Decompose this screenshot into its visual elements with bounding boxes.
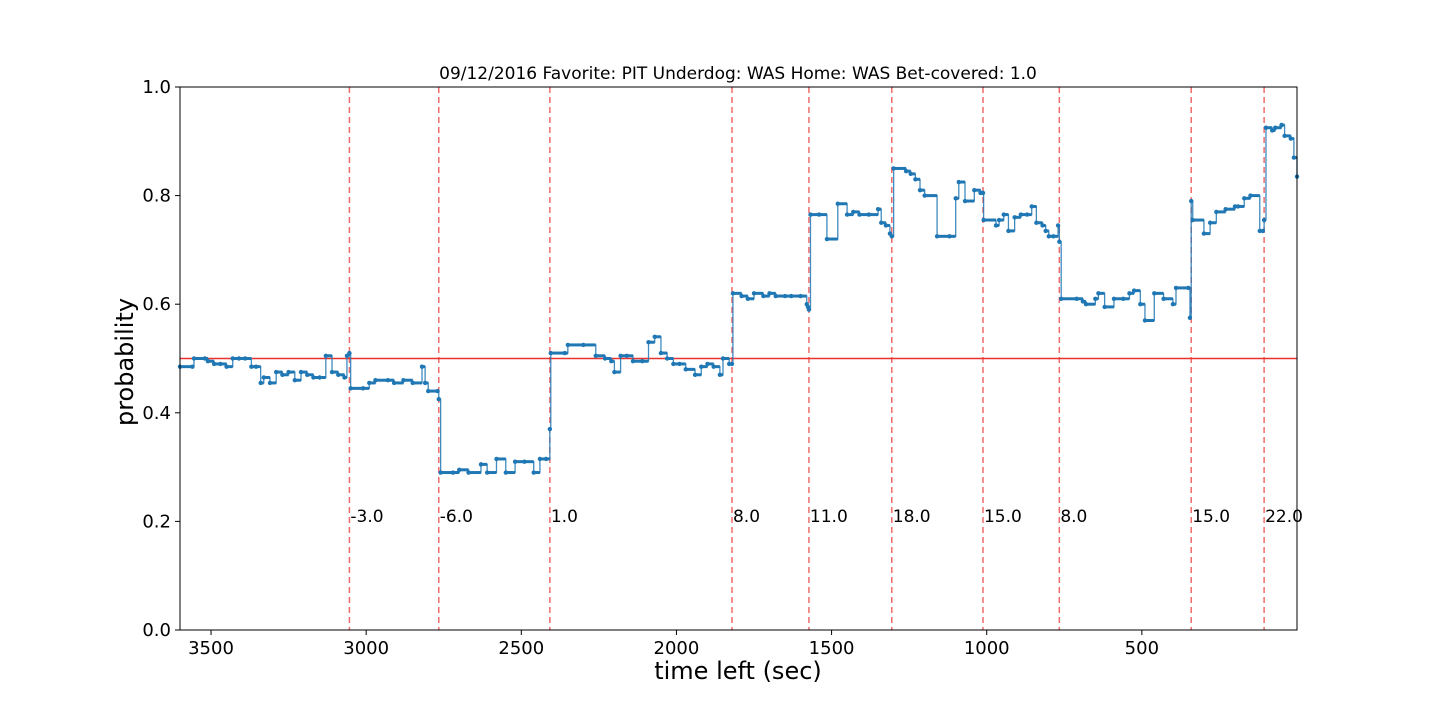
x-tick-label: 3500	[188, 638, 234, 659]
score-label: 11.0	[810, 507, 848, 527]
score-label: 8.0	[733, 507, 760, 527]
score-label: 18.0	[893, 507, 931, 527]
x-tick-label: 500	[1125, 638, 1159, 659]
x-tick-label: 3000	[343, 638, 389, 659]
y-tick-label: 0.2	[142, 511, 171, 532]
chart-title: 09/12/2016 Favorite: PIT Underdog: WAS H…	[439, 64, 1037, 84]
score-label: -6.0	[440, 507, 473, 527]
y-tick-label: 0.0	[142, 620, 171, 641]
y-tick-label: 0.6	[142, 294, 171, 315]
x-tick-label: 1000	[964, 638, 1010, 659]
score-label: 22.0	[1265, 507, 1303, 527]
plot-frame	[179, 86, 1298, 631]
y-axis-label: probability	[111, 298, 139, 426]
score-label: 15.0	[984, 507, 1022, 527]
x-axis-label: time left (sec)	[654, 657, 822, 685]
y-tick-label: 0.8	[142, 186, 171, 207]
score-label: 8.0	[1060, 507, 1087, 527]
plot-area: -3.0 -6.0 1.0 8.0 11.0 18.0 15.0 8.0 15.0 22.0	[177, 86, 1303, 631]
x-tick-label: 1500	[809, 638, 855, 659]
y-axis: 0.0 0.2 0.4 0.6 0.8 1.0	[142, 77, 180, 641]
x-axis: 3500 3000 2500 2000 1500 1000 500	[188, 630, 1159, 659]
score-label: 1.0	[551, 507, 578, 527]
x-tick-label: 2000	[654, 638, 700, 659]
y-tick-label: 0.4	[142, 403, 171, 424]
y-tick-label: 1.0	[142, 77, 171, 98]
score-label: -3.0	[350, 507, 383, 527]
score-label: 15.0	[1192, 507, 1230, 527]
x-tick-label: 2500	[498, 638, 544, 659]
